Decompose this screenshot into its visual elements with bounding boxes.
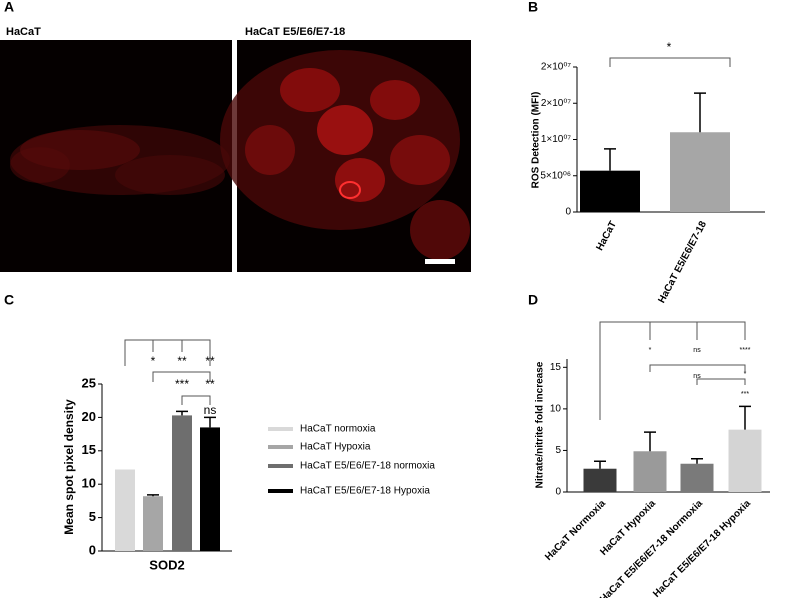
- y-tick-label: 1×10⁰⁷: [541, 134, 572, 145]
- legend-swatch: [268, 445, 293, 449]
- legend-label: HaCaT Hypoxia: [300, 442, 371, 453]
- significance: *: [744, 371, 747, 378]
- legend-label: HaCaT E5/E6/E7-18 Hypoxia: [300, 486, 430, 497]
- panel-label: B: [528, 0, 538, 15]
- y-tick-label: 5×10⁰⁶: [540, 170, 571, 181]
- y-tick-label: 10: [82, 476, 96, 491]
- significance: **: [205, 354, 215, 368]
- bar: [633, 451, 667, 492]
- bar: [115, 469, 135, 551]
- bar: [680, 463, 714, 492]
- y-tick-label: 5: [555, 445, 561, 456]
- y-tick-label: 20: [82, 409, 96, 424]
- significance: *: [151, 354, 156, 368]
- bracket: [609, 57, 731, 67]
- significance: ns: [204, 403, 217, 417]
- legend-swatch: [268, 489, 293, 493]
- bar: [580, 170, 640, 212]
- error-bar: [594, 460, 606, 469]
- y-tick-label: 15: [82, 442, 96, 457]
- y-tick-label: 0: [565, 207, 571, 218]
- x-tick-label: SOD2: [149, 557, 184, 572]
- legend-swatch: [268, 427, 293, 431]
- error-bar: [644, 431, 656, 452]
- y-axis-label: ROS Detection (MFI): [531, 92, 542, 189]
- image-label: HaCaT E5/E6/E7-18: [245, 26, 345, 38]
- brackets-c: [124, 339, 211, 405]
- y-tick-label: 5: [89, 509, 96, 524]
- error-bar: [176, 410, 188, 416]
- significance: **: [177, 354, 187, 368]
- micrograph-right: [220, 40, 471, 272]
- significance: *: [649, 347, 652, 354]
- y-axis-label: Nitrate/nitrite fold increase: [535, 361, 546, 488]
- error-bar: [204, 416, 216, 428]
- error-bar: [147, 494, 159, 497]
- panel-label: A: [4, 0, 14, 15]
- error-bar: [691, 458, 703, 464]
- micrograph-left: [0, 40, 232, 272]
- brackets-d: [599, 321, 746, 420]
- significance: ****: [740, 347, 751, 354]
- bar: [670, 132, 730, 212]
- image-label: HaCaT: [6, 26, 41, 38]
- bar: [728, 429, 762, 492]
- panel-label: C: [4, 292, 14, 308]
- y-tick-label: 2×10⁰⁷: [541, 62, 572, 73]
- y-tick-label: 0: [555, 487, 561, 498]
- error-bar: [739, 405, 751, 430]
- significance: **: [205, 377, 215, 391]
- significance: *: [667, 40, 672, 54]
- legend-label: HaCaT normoxia: [300, 424, 376, 435]
- y-axis-label: Mean spot pixel density: [62, 399, 76, 535]
- significance: ***: [175, 377, 189, 391]
- bar: [143, 496, 163, 551]
- bar: [583, 468, 617, 492]
- panel-label: D: [528, 292, 538, 308]
- error-bar: [694, 92, 706, 133]
- y-tick-label: 10: [550, 404, 562, 415]
- bar: [200, 427, 220, 551]
- y-tick-label: 15: [550, 362, 562, 373]
- significance: ***: [741, 391, 749, 398]
- legend-label: HaCaT E5/E6/E7-18 normoxia: [300, 461, 435, 472]
- y-tick-label: 25: [82, 375, 96, 390]
- significance: ns: [693, 373, 701, 380]
- y-tick-label: 2×10⁰⁷: [541, 98, 572, 109]
- bar: [172, 415, 192, 551]
- error-bar: [604, 148, 616, 171]
- significance: ns: [693, 347, 701, 354]
- legend-swatch: [268, 464, 293, 468]
- y-tick-label: 0: [89, 542, 96, 557]
